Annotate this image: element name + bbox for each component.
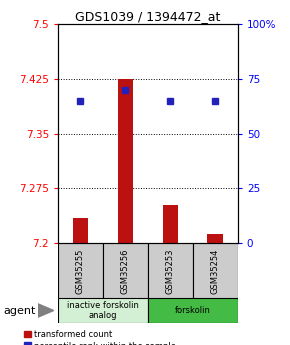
Bar [148, 243, 193, 298]
Text: GSM35254: GSM35254 [211, 248, 220, 294]
Bar [148, 298, 238, 323]
Bar [162, 205, 178, 243]
Text: GSM35256: GSM35256 [121, 248, 130, 294]
Bar [58, 298, 148, 323]
Text: GSM35253: GSM35253 [166, 248, 175, 294]
Polygon shape [38, 304, 54, 317]
Bar [207, 235, 223, 243]
Bar [103, 243, 148, 298]
Text: GSM35255: GSM35255 [76, 248, 85, 294]
Bar [193, 243, 238, 298]
Bar [72, 218, 88, 243]
Text: inactive forskolin
analog: inactive forskolin analog [67, 301, 139, 320]
Legend: transformed count, percentile rank within the sample: transformed count, percentile rank withi… [21, 327, 180, 345]
Bar [117, 79, 133, 243]
Text: forskolin: forskolin [175, 306, 211, 315]
Bar [58, 243, 103, 298]
Text: agent: agent [3, 306, 35, 315]
Title: GDS1039 / 1394472_at: GDS1039 / 1394472_at [75, 10, 221, 23]
